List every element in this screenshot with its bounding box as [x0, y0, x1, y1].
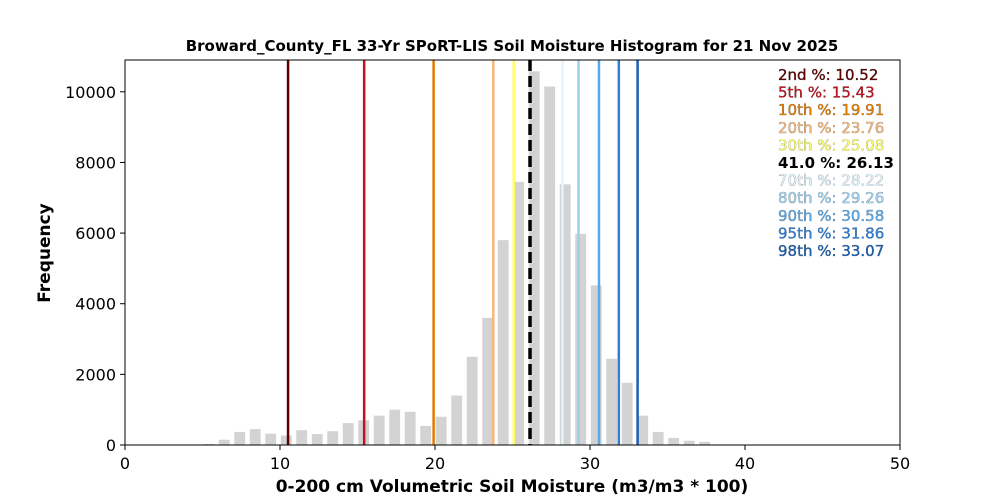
- histogram-bar: [590, 285, 602, 445]
- histogram-bar: [606, 358, 618, 445]
- x-axis-label: 0-200 cm Volumetric Soil Moisture (m3/m3…: [276, 477, 749, 497]
- x-tick-label: 0: [120, 454, 130, 473]
- x-tick-label: 20: [425, 454, 445, 473]
- histogram-bar: [203, 443, 215, 445]
- histogram-bar: [482, 317, 494, 445]
- y-tick-label: 0: [106, 436, 116, 455]
- legend-entry: 30th %: 25.08: [778, 136, 884, 154]
- histogram-bar: [311, 434, 323, 445]
- x-tick-label: 10: [270, 454, 290, 473]
- histogram-bar: [265, 433, 277, 445]
- histogram-bar: [652, 431, 664, 445]
- histogram-bar: [559, 184, 571, 445]
- histogram-bar: [373, 415, 385, 445]
- y-axis-ticks: 0 2000 4000 6000 8000 10000: [65, 83, 125, 455]
- plot-frame: [124, 59, 901, 446]
- histogram-bar: [637, 415, 649, 445]
- legend-entry: 70th %: 28.22: [778, 172, 884, 190]
- chart-title: Broward_County_FL 33-Yr SPoRT-LIS Soil M…: [186, 37, 839, 55]
- histogram-bar: [249, 429, 261, 445]
- histogram-bar: [327, 431, 339, 445]
- histogram-bar: [280, 435, 292, 445]
- histogram-bar: [544, 86, 556, 446]
- histogram-bar: [451, 395, 463, 445]
- histogram-bar: [420, 425, 432, 445]
- histogram-bar: [218, 439, 230, 445]
- legend-entry: 20th %: 23.76: [778, 119, 884, 137]
- histogram-bar: [699, 441, 711, 445]
- legend-entry: 10th %: 19.91: [778, 101, 884, 119]
- legend-entry: 98th %: 33.07: [778, 242, 884, 260]
- x-tick-label: 40: [735, 454, 755, 473]
- histogram-bar: [404, 411, 416, 445]
- histogram-bar: [234, 431, 246, 445]
- histogram-bar: [497, 240, 509, 445]
- histogram-bar: [389, 409, 401, 445]
- histogram-bar: [668, 437, 680, 445]
- legend-entry: 95th %: 31.86: [778, 224, 884, 242]
- legend-entry: 5th %: 15.43: [778, 84, 875, 102]
- y-tick-label: 10000: [65, 83, 116, 102]
- x-tick-label: 50: [890, 454, 910, 473]
- histogram-bar: [466, 356, 478, 445]
- legend-entry: 41.0 %: 26.13: [778, 154, 894, 172]
- histogram-bar: [575, 233, 587, 445]
- y-axis-label: Frequency: [35, 203, 55, 303]
- legend-entry: 80th %: 29.26: [778, 189, 884, 207]
- x-axis-ticks: 0 10 20 30 40 50: [120, 445, 910, 473]
- histogram-bar: [683, 440, 695, 445]
- histogram-bar: [621, 382, 633, 445]
- histogram-bar: [435, 416, 447, 445]
- histogram-bar: [296, 430, 308, 445]
- legend-entry: 2nd %: 10.52: [778, 66, 878, 84]
- histogram-bar: [528, 71, 540, 446]
- y-tick-label: 6000: [75, 224, 116, 243]
- y-tick-label: 2000: [75, 365, 116, 384]
- bars-group: [203, 71, 711, 446]
- y-tick-label: 4000: [75, 295, 116, 314]
- legend-entry: 90th %: 30.58: [778, 207, 884, 225]
- x-tick-label: 30: [580, 454, 600, 473]
- y-tick-label: 8000: [75, 153, 116, 172]
- histogram-bar: [513, 181, 525, 446]
- percentile-lines-group: [286, 60, 639, 445]
- histogram-bar: [342, 423, 354, 445]
